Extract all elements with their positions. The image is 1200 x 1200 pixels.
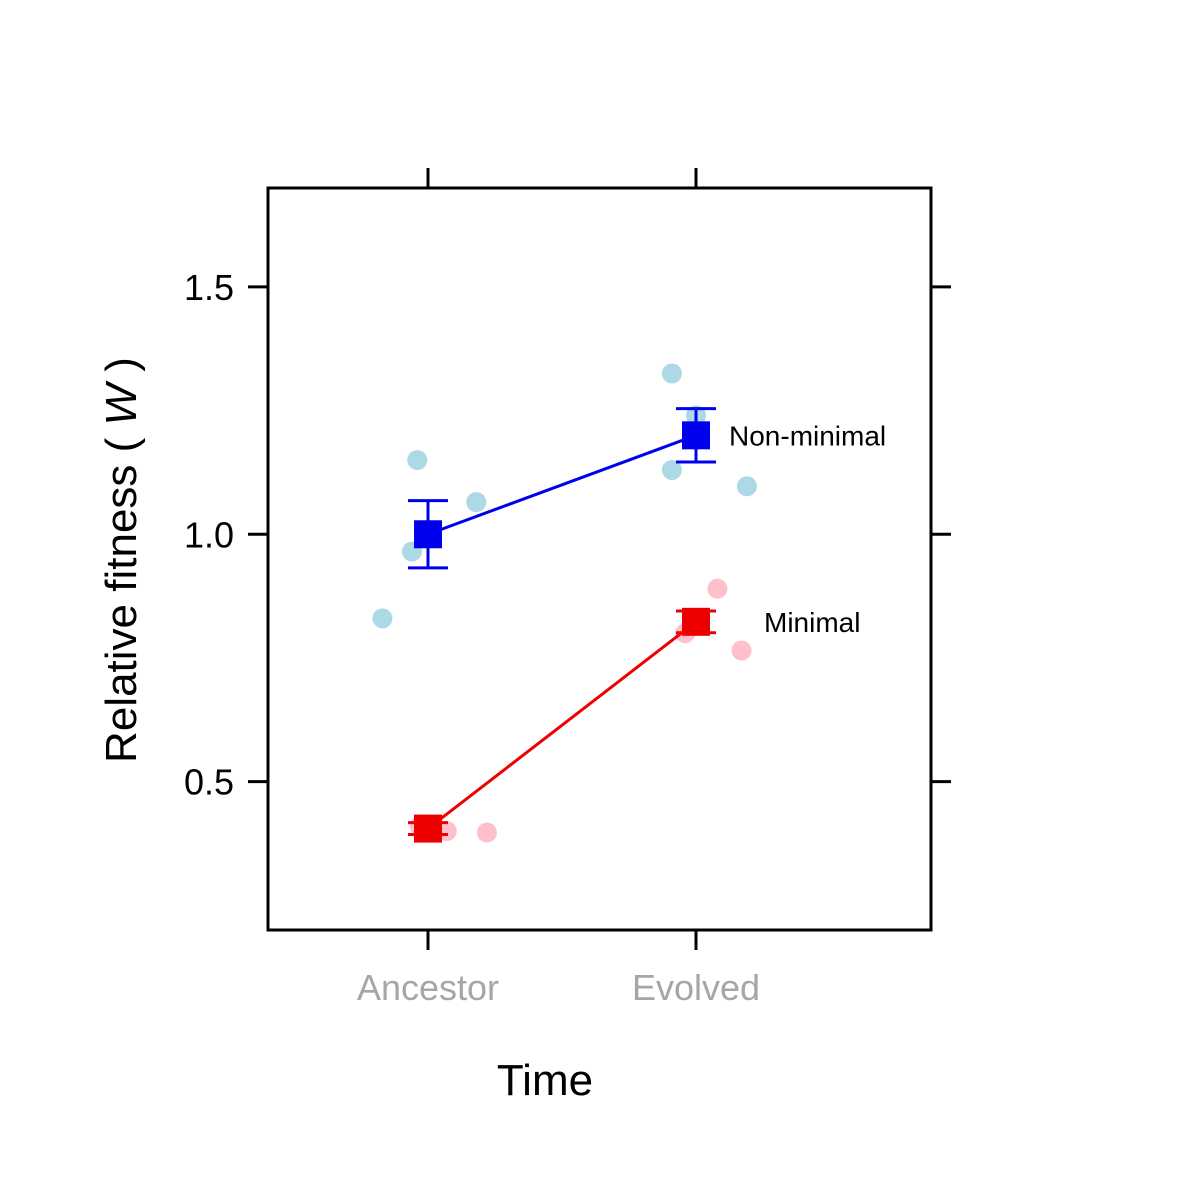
data-point [476,822,497,843]
axes: 0.5 1.0 1.5 Ancestor Evolved [184,168,951,1008]
y-axis-title-prefix: Relative fitness ( [97,425,146,762]
mean-marker [682,421,710,450]
data-point [707,578,728,599]
series-label: Non-minimal [729,420,886,451]
plot-panel [266,186,933,932]
data-point [372,608,393,629]
data-point [661,459,682,480]
series-line [427,433,697,536]
y-tick-label: 1.5 [184,267,234,308]
series-label: Minimal [764,607,860,638]
series-labels: Non-minimal Minimal [729,420,886,637]
data-point [407,450,428,471]
y-axis-title-suffix: ) [97,357,146,384]
x-tick-label: Evolved [632,967,760,1008]
mean-marker [414,814,442,843]
mean-marker [414,520,442,549]
y-tick-label: 1.0 [184,514,234,555]
mean-marker [682,607,710,636]
data-point [466,492,487,513]
series-lines [408,407,716,843]
y-axis-title: Relative fitness ( W ) [97,357,146,763]
data-point [731,640,752,661]
x-tick-label: Ancestor [357,967,499,1008]
data-point [736,476,757,497]
plot-frame [266,186,933,932]
series-line [427,620,697,830]
y-tick-label: 0.5 [184,762,234,803]
data-point [661,363,682,384]
y-axis-title-variable: W [97,380,146,425]
x-axis-title: Time [497,1056,593,1105]
